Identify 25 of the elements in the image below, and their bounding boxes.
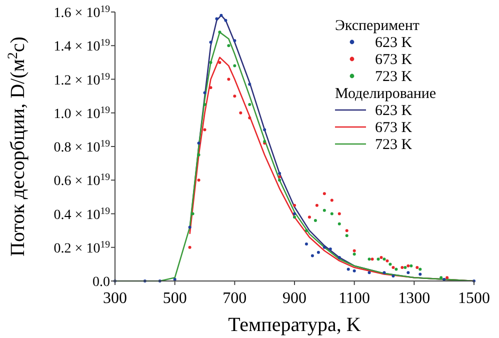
- y-tick-label: 0.8 × 10$^{19}$: [54, 138, 110, 156]
- x-tick-label: 1100: [338, 290, 370, 307]
- x-tick-label: 300: [103, 290, 127, 307]
- y-tick-label: 1.2 × 10$^{19}$: [54, 70, 110, 88]
- y-tick-label: 0.0: [92, 275, 110, 290]
- y-tick-label: 0.6 × 10$^{19}$: [54, 172, 110, 190]
- x-tick-label: 700: [222, 290, 247, 307]
- y-tick-label: 1.4 × 10$^{19}$: [54, 37, 110, 55]
- legend-label: 623 K: [375, 103, 412, 119]
- legend-label: 723 K: [375, 69, 412, 85]
- legend-label: 723 K: [375, 137, 412, 153]
- y-tick-label: 1.6 × 10$^{19}$: [54, 4, 110, 21]
- annotation: Эксперимент: [335, 18, 420, 34]
- annotation: Моделирование: [335, 86, 436, 102]
- x-tick-label: 1300: [398, 290, 430, 307]
- x-axis-title: Температура, K: [228, 314, 362, 336]
- legend-label: 673 K: [375, 120, 412, 136]
- y-tick-label: 0.4 × 10$^{19}$: [54, 205, 110, 223]
- y-tick-label: 1.0 × 10$^{19}$: [54, 104, 110, 122]
- y-tick-label: 0.2 × 10$^{19}$: [54, 238, 110, 256]
- legend-label: 673 K: [375, 52, 412, 68]
- x-tick-label: 900: [282, 290, 306, 307]
- x-tick-label: 1500: [458, 290, 490, 307]
- legend-label: 623 K: [375, 35, 412, 51]
- x-tick-label: 500: [162, 290, 187, 307]
